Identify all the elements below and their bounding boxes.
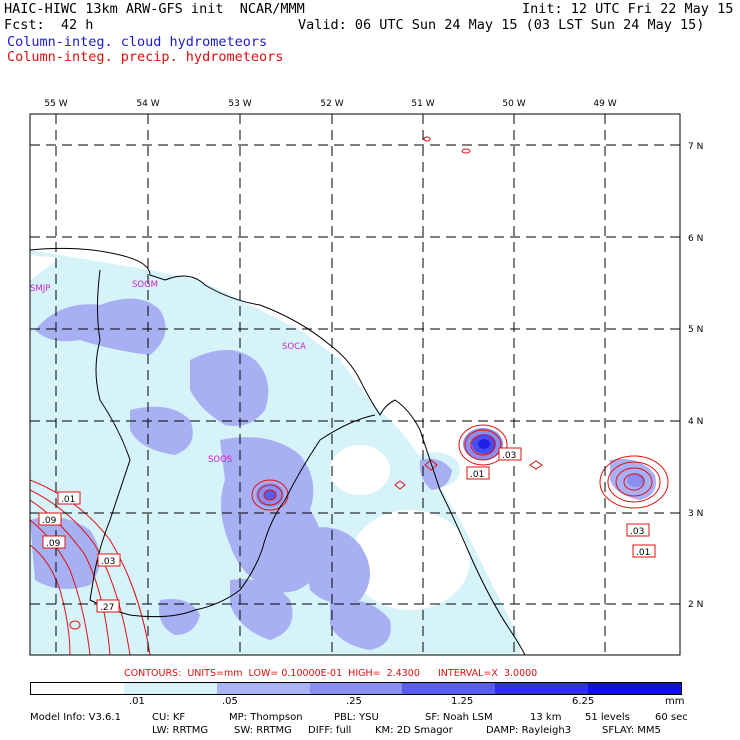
contour-label: .01: [636, 548, 650, 558]
colorbar-tick: .01: [129, 696, 145, 707]
colorbar-swatch: [588, 683, 682, 694]
lat-label: 6 N: [688, 234, 703, 244]
coastline: [30, 247, 526, 655]
station-label: SMJP: [30, 284, 50, 294]
model-info-sw: SW: RRTMG: [234, 725, 292, 736]
station-label: SOOS: [208, 455, 232, 465]
colorbar-swatch: [309, 683, 403, 694]
station-label: SOCA: [282, 342, 306, 352]
colorbar-tick: 1.25: [451, 696, 474, 707]
latitude-labels: 7 N 6 N 5 N 4 N 3 N 2 N: [688, 142, 703, 610]
lat-label: 5 N: [688, 325, 703, 335]
lat-lon-grid: [30, 114, 680, 655]
lon-label: 54 W: [136, 99, 159, 109]
lon-label: 53 W: [228, 99, 251, 109]
model-info-sf: SF: Noah LSM: [425, 712, 493, 723]
colorbar-unit: mm: [665, 696, 685, 707]
cloud-field-legend: Column-integ. cloud hydrometeors: [7, 34, 268, 50]
model-info-res: 13 km: [530, 712, 562, 723]
lon-label: 52 W: [320, 99, 343, 109]
contour-label: .03: [630, 527, 644, 537]
station-label: SOGM: [132, 280, 158, 290]
contour-label: .09: [46, 539, 61, 549]
cloud-field-clear: [30, 255, 470, 610]
forecast-hour: Fcst: 42 h: [4, 17, 94, 33]
lat-label: 7 N: [688, 142, 703, 152]
valid-time: Valid: 06 UTC Sun 24 May 15 (03 LST Sun …: [298, 17, 705, 33]
contour-value-labels: .01 .03 .01 .09 .09 .03 .27 .03 .01: [38, 447, 656, 613]
model-info-km: KM: 2D Smagor: [375, 725, 453, 736]
contour-label: .01: [470, 470, 484, 480]
contour-label: .09: [42, 516, 57, 526]
colorbar: [30, 682, 682, 695]
model-info-levels: 51 levels: [585, 712, 630, 723]
contour-label: .27: [100, 603, 114, 613]
colorbar-tick: .05: [222, 696, 238, 707]
contour-label: .03: [101, 557, 115, 567]
cloud-field-cores: [256, 428, 645, 507]
colorbar-tick: .25: [346, 696, 362, 707]
contour-label: .01: [61, 495, 75, 505]
lon-label: 49 W: [593, 99, 616, 109]
colorbar-swatch: [216, 683, 310, 694]
model-info-diff: DIFF: full: [308, 725, 352, 736]
longitude-labels: 55 W 54 W 53 W 52 W 51 W 50 W 49 W: [44, 99, 616, 109]
model-info-version: Model Info: V3.6.1: [30, 712, 121, 723]
colorbar-tick: 6.25: [572, 696, 595, 707]
model-title: HAIC-HIWC 13km ARW-GFS init NCAR/MMM: [4, 1, 305, 17]
lat-label: 2 N: [688, 600, 703, 610]
colorbar-swatch: [402, 683, 496, 694]
init-time: Init: 12 UTC Fri 22 May 15: [522, 1, 734, 17]
contour-label: .03: [502, 451, 516, 461]
model-info-damp: DAMP: Rayleigh3: [486, 725, 572, 736]
colorbar-swatch: [31, 683, 124, 694]
colorbar-swatch: [495, 683, 589, 694]
colorbar-swatch: [123, 683, 217, 694]
model-info-sflay: SFLAY: MM5: [602, 725, 661, 736]
model-info-lw: LW: RRTMG: [152, 725, 209, 736]
lat-label: 4 N: [688, 417, 703, 427]
lon-label: 51 W: [411, 99, 434, 109]
map-frame: [29, 113, 681, 656]
lat-label: 3 N: [688, 509, 703, 519]
lon-label: 55 W: [44, 99, 67, 109]
precip-contours: [30, 136, 669, 655]
model-info-pbl: PBL: YSU: [334, 712, 379, 723]
model-info-cu: CU: KF: [152, 712, 186, 723]
precip-field-legend: Column-integ. precip. hydrometeors: [7, 49, 284, 65]
model-info-mp: MP: Thompson: [229, 712, 303, 723]
lon-label: 50 W: [502, 99, 525, 109]
contour-info: CONTOURS: UNITS=mm LOW= 0.10000E-01 HIGH…: [124, 668, 538, 679]
model-info-timestep: 60 sec: [655, 712, 688, 723]
station-labels: SMJP SOGM SOCA SOOS: [30, 280, 306, 465]
